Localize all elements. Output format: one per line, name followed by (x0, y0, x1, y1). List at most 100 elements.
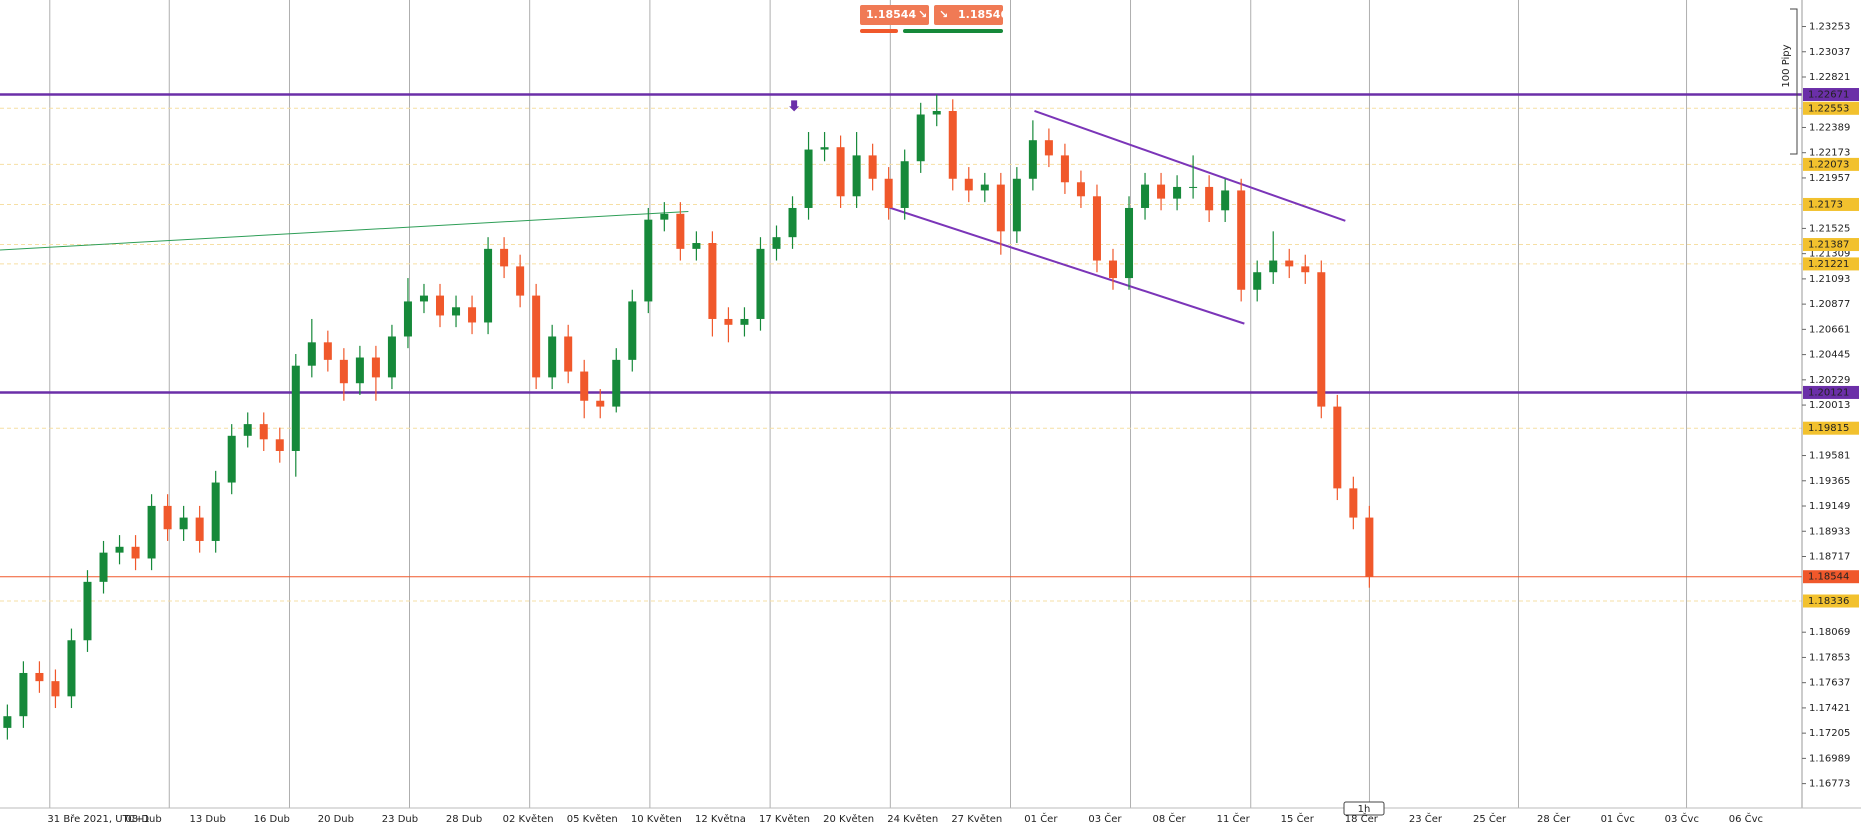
price-level-label: 1.21221 (1808, 259, 1849, 270)
y-tick-label: 1.16773 (1809, 779, 1850, 790)
candle-body (916, 114, 925, 162)
candle-body (532, 295, 541, 378)
x-tick-label: 23 Dub (382, 814, 418, 825)
candle-body (67, 640, 76, 697)
candle-body (1333, 406, 1342, 489)
candle-body (1365, 517, 1374, 577)
y-tick-label: 1.21309 (1809, 249, 1850, 260)
candle-body (131, 546, 140, 559)
price-level-tag (1803, 570, 1859, 584)
y-tick-label: 1.19365 (1809, 476, 1850, 487)
candle-body (435, 295, 445, 316)
candle-body (484, 248, 493, 323)
price-level-tag (1803, 594, 1859, 608)
y-tick-label: 1.17637 (1809, 678, 1850, 689)
price-level-tag (1803, 157, 1859, 171)
price-level-label: 1.22553 (1808, 103, 1849, 114)
x-tick-label: 20 Květen (823, 813, 874, 825)
candle-body (83, 581, 92, 641)
candle-body (1349, 488, 1358, 518)
candle-body (1012, 178, 1021, 232)
candle-body (227, 435, 236, 483)
candle-body (676, 213, 685, 249)
candle-body (868, 155, 877, 179)
y-tick-label: 1.22389 (1809, 122, 1850, 133)
x-tick-label: 02 Květen (503, 813, 554, 825)
buy-icon: ↘ (939, 8, 948, 21)
y-tick-label: 1.18717 (1809, 551, 1850, 562)
candle-body (291, 365, 300, 451)
x-tick-label: 15 Čer (1281, 812, 1315, 825)
candle-body (564, 336, 573, 372)
y-tick-label: 1.23253 (1809, 22, 1850, 33)
candle-body (19, 672, 28, 717)
candle-body (1253, 272, 1262, 290)
candle-body (1060, 155, 1069, 183)
candle-body (1285, 260, 1294, 267)
y-tick-label: 1.18069 (1809, 627, 1850, 638)
trendline (1034, 110, 1346, 222)
candle-body (884, 178, 893, 208)
candle-body (259, 424, 268, 440)
candle-body (628, 301, 637, 360)
y-tick-label: 1.20229 (1809, 375, 1850, 386)
y-tick-label: 1.21093 (1809, 274, 1850, 285)
price-level-label: 1.22073 (1808, 159, 1849, 170)
candle-body (195, 517, 204, 541)
candle-body (500, 248, 509, 267)
x-tick-label: 08 Dub (125, 814, 161, 825)
x-tick-label: 18 Čer (1345, 812, 1379, 825)
candle-body (692, 243, 701, 249)
candle-body (836, 147, 845, 197)
price-level-label: 1.2173 (1808, 199, 1843, 210)
x-tick-label: 31 Bře 2021, UTC+1 (47, 813, 149, 825)
y-tick-label: 1.22173 (1809, 148, 1850, 159)
candle-body (1076, 182, 1085, 197)
candle-body (708, 243, 717, 319)
y-tick-label: 1.20013 (1809, 400, 1850, 411)
candle-body (147, 505, 156, 559)
candle-body (1044, 140, 1053, 156)
price-level-label: 1.19815 (1808, 423, 1849, 434)
y-tick-label: 1.23037 (1809, 47, 1850, 58)
trendline (0, 210, 689, 251)
x-tick-label: 13 Dub (190, 814, 226, 825)
candle-body (948, 110, 957, 179)
price-level-tag (1803, 238, 1859, 252)
x-tick-label: 06 Čvc (1729, 812, 1763, 825)
candle-body (660, 213, 669, 220)
candle-body (403, 301, 412, 337)
x-tick-label: 16 Dub (254, 814, 290, 825)
timeframe-box[interactable] (1343, 801, 1385, 816)
price-level-tag (1803, 88, 1859, 102)
candle-body (51, 681, 60, 697)
candle-body (163, 505, 172, 530)
y-tick-label: 1.19581 (1809, 451, 1850, 462)
sell-button[interactable] (860, 5, 929, 25)
x-tick-label: 03 Čvc (1665, 812, 1699, 825)
candle-body (580, 371, 589, 401)
buy-price[interactable]: 1.18546 (958, 8, 1008, 21)
price-level-tag (1803, 101, 1859, 115)
timeframe-label[interactable]: 1h (1358, 804, 1371, 815)
buy-button[interactable] (934, 5, 1003, 25)
sell-price[interactable]: 1.18544 (866, 8, 916, 21)
price-level-label: 1.20121 (1808, 387, 1849, 398)
y-tick-label: 1.20661 (1809, 324, 1850, 335)
x-tick-label: 05 Květen (567, 813, 618, 825)
price-level-label: 1.21387 (1808, 240, 1849, 251)
candle-body (211, 482, 220, 541)
buy-volume-bar (903, 29, 1003, 33)
candle-body (339, 359, 348, 384)
candle-body (516, 266, 525, 296)
candle-body (900, 161, 909, 208)
y-tick-label: 1.17421 (1809, 703, 1850, 714)
candle-body (179, 517, 188, 530)
price-level-tag (1803, 197, 1859, 211)
candle-body (99, 552, 108, 582)
price-level-tag (1803, 257, 1859, 271)
pip-ruler (1790, 8, 1798, 155)
sell-icon: ↘ (918, 8, 927, 21)
